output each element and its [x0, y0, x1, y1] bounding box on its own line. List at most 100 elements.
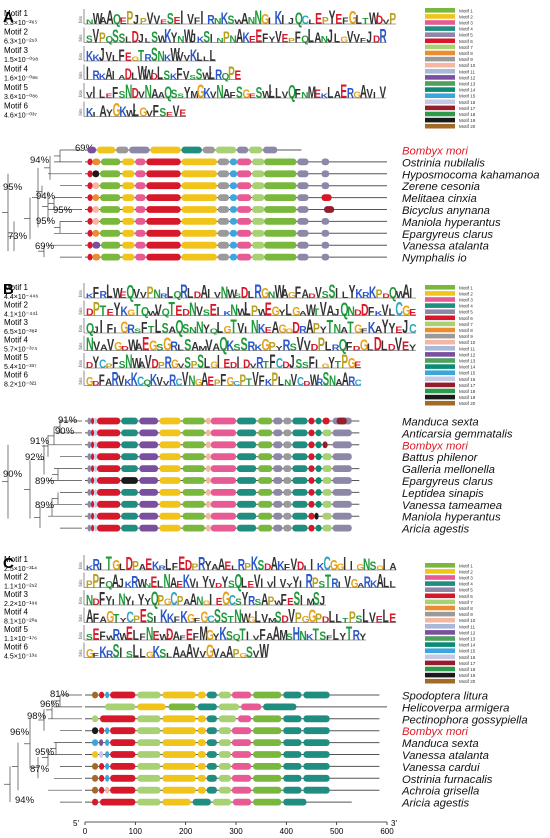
axis-tick-label: 400 [280, 827, 294, 836]
motif-block [218, 703, 240, 711]
motif-block [182, 489, 205, 496]
logo-letter: D [361, 300, 369, 319]
species-label: Pectinophora gossypiella [402, 714, 528, 726]
motif-block [100, 206, 121, 213]
motif-block [146, 229, 181, 237]
motif-block [197, 763, 206, 770]
motif-block [231, 751, 252, 758]
logo-letter: E [145, 554, 152, 573]
gene-row [85, 253, 387, 261]
logo-letter: K [170, 72, 178, 81]
logo-letter: V [193, 645, 200, 661]
logo-letter: J [190, 32, 196, 45]
motif-block [206, 763, 217, 770]
motif-block [283, 489, 292, 496]
motif-block [159, 417, 181, 425]
logo-letter: J [289, 353, 295, 373]
logo-letter: Y [269, 36, 276, 45]
logo-letter: N [153, 288, 160, 301]
legend-swatch [425, 50, 455, 56]
logo-letter: V [213, 646, 220, 660]
logo-letter: P [268, 595, 275, 608]
axis-tick-label: 500 [330, 827, 344, 836]
logo-letter: S [86, 34, 93, 45]
logo-letter: F [259, 373, 265, 389]
motif-block [94, 429, 98, 437]
logo-letter: Y [106, 108, 113, 119]
motif-block [283, 739, 302, 746]
logo-letter: I [315, 358, 318, 371]
motif-block [101, 158, 121, 166]
legend-swatch [425, 327, 455, 333]
logo-letter: V [282, 90, 289, 100]
logo-letter: N [321, 35, 328, 45]
logo-letter: R [112, 369, 119, 390]
logo-letter: F [193, 632, 199, 643]
logo-letter: L [335, 613, 342, 626]
bits-label: bits [78, 631, 83, 639]
motif-block [122, 241, 135, 249]
motif-evalue: 1.1×10⁻¹⁷⁶ [4, 636, 37, 643]
logo-letter: S [296, 357, 303, 372]
legend-swatch [425, 630, 455, 635]
logo-letter: G [360, 337, 368, 354]
legend-swatch [425, 642, 455, 647]
panel-c-tree: 81%96%98%96%95%87%94% [4, 689, 82, 806]
logo-letter: A [281, 287, 289, 301]
logo-letter: Y [184, 84, 191, 102]
legend-label: Motif 6 [459, 39, 473, 44]
motif-block [231, 786, 252, 794]
logo-letter: I [246, 630, 249, 643]
species-label: Ostrinia furnacalis [402, 774, 493, 786]
logo-letter: Y [222, 573, 229, 591]
motif-block [237, 489, 257, 496]
logo-letter: F [153, 101, 159, 120]
logo-letter: G [210, 360, 218, 370]
motif-block [237, 206, 252, 213]
motif-block [303, 751, 330, 758]
logo-letter: K [152, 560, 159, 573]
motif-block [315, 465, 322, 472]
logo-letter: T [313, 308, 320, 319]
logo-letter: L [325, 339, 332, 354]
logo-letter: V [369, 610, 376, 626]
logo-letter: N [347, 303, 355, 318]
logo-letter: J [334, 308, 340, 318]
bootstrap-value: 87% [30, 764, 50, 775]
legend-swatch [425, 75, 455, 80]
logo-letter: G [261, 11, 269, 27]
logo-letter: K [93, 53, 100, 64]
logo-letter: R [106, 649, 114, 660]
legend-swatch [425, 38, 455, 44]
logo-letter: Y [382, 317, 389, 338]
logo-letter: P [157, 592, 164, 608]
legend-label: Motif 10 [459, 340, 476, 345]
legend-label: Motif 15 [459, 649, 476, 654]
logo-letter: K [86, 564, 94, 572]
bootstrap-value: 91% [58, 415, 78, 426]
motif-block [105, 691, 110, 699]
species-label: Manduca sexta [402, 738, 479, 750]
legend-label: Motif 3 [459, 298, 473, 303]
logo-letter: F [99, 575, 105, 591]
logo-letter: F [342, 17, 348, 27]
logo-letter: W [234, 18, 245, 26]
motif-block [238, 715, 252, 723]
motif-block [273, 524, 283, 532]
logo-letter: P [239, 371, 246, 389]
motif-block [135, 241, 146, 249]
logo-letter: Q [113, 11, 121, 27]
logo-letter: D [92, 597, 99, 608]
motif-block [92, 206, 100, 213]
logo-letter: D [132, 27, 139, 46]
logo-letter: E [106, 92, 113, 100]
motif-block [92, 798, 99, 806]
motif-block [181, 146, 202, 154]
logo-letter: E [376, 615, 383, 625]
motif-block [237, 170, 252, 178]
motif-block [249, 146, 263, 154]
species-label: Melitaea cinxia [402, 193, 477, 205]
bootstrap-value: 95% [53, 205, 73, 216]
